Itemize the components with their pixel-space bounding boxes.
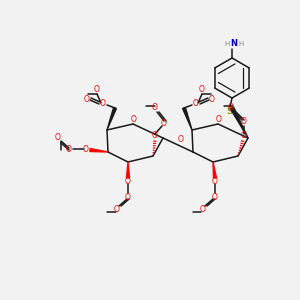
Text: O: O <box>125 178 131 187</box>
Text: O: O <box>209 94 215 103</box>
Polygon shape <box>90 148 108 152</box>
Text: O: O <box>83 145 89 154</box>
Text: O: O <box>212 193 218 202</box>
Text: S: S <box>227 107 233 116</box>
Text: O: O <box>114 206 120 214</box>
Text: O: O <box>212 178 218 187</box>
Text: O: O <box>66 145 72 154</box>
Text: N: N <box>230 38 238 47</box>
Polygon shape <box>127 162 130 178</box>
Text: O: O <box>200 206 206 214</box>
Polygon shape <box>213 162 217 178</box>
Text: O: O <box>84 94 90 103</box>
Text: O: O <box>100 100 106 109</box>
Text: O: O <box>152 131 158 140</box>
Text: O: O <box>241 131 247 140</box>
Text: O: O <box>131 115 137 124</box>
Text: O: O <box>216 115 222 124</box>
Text: O: O <box>178 136 184 145</box>
Polygon shape <box>107 107 116 130</box>
Text: O: O <box>241 118 247 127</box>
Text: O: O <box>152 103 158 112</box>
Text: H: H <box>224 41 230 47</box>
Text: O: O <box>193 100 199 109</box>
Polygon shape <box>230 107 248 138</box>
Text: O: O <box>228 103 234 112</box>
Text: O: O <box>94 85 100 94</box>
Text: H: H <box>238 41 244 47</box>
Text: O: O <box>125 193 131 202</box>
Text: O: O <box>55 134 61 142</box>
Text: O: O <box>161 118 167 127</box>
Text: O: O <box>199 85 205 94</box>
Polygon shape <box>183 107 192 130</box>
